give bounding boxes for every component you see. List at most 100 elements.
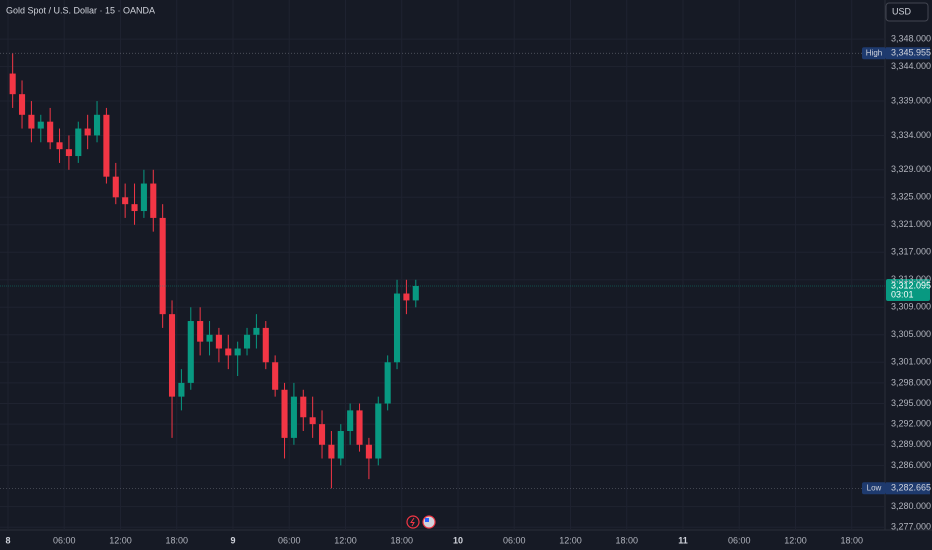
candle-body [84, 128, 91, 136]
candle-body [206, 334, 213, 342]
candle-body [131, 204, 138, 212]
candle-body [300, 396, 307, 418]
y-tick-label: 3,305.000 [891, 329, 931, 339]
event-icon-flag [425, 518, 429, 522]
candle-body [37, 121, 44, 129]
candle-body [328, 444, 335, 459]
y-tick-label: 3,348.000 [891, 34, 931, 44]
candle-body [234, 348, 241, 356]
candle-body [290, 396, 297, 438]
marker-value-tag [886, 482, 930, 495]
candle-body [318, 424, 326, 445]
price-countdown: 03:01 [891, 289, 914, 299]
x-tick-label: 12:00 [334, 535, 357, 545]
x-tick-label: 8 [5, 535, 10, 545]
marker-tag [862, 47, 886, 60]
y-tick-label: 3,313.000 [891, 274, 931, 284]
marker-value: 3,282.665 [891, 483, 931, 493]
candle-body [281, 389, 288, 438]
y-tick-label: 3,344.000 [891, 61, 931, 71]
symbol-title: Gold Spot / U.S. Dollar · 15 · OANDA [6, 5, 155, 15]
candle-body [365, 444, 372, 459]
x-tick-label: 06:00 [278, 535, 301, 545]
candles [9, 53, 419, 489]
candle-body [159, 217, 166, 315]
x-tick-label: 18:00 [840, 535, 863, 545]
y-tick-label: 3,298.000 [891, 377, 931, 387]
candle-body [197, 321, 204, 342]
x-tick-label: 06:00 [503, 535, 526, 545]
marker-value-tag [886, 47, 930, 60]
candle-body [75, 128, 82, 157]
candle-body [93, 114, 101, 136]
y-tick-label: 3,321.000 [891, 219, 931, 229]
candle-body [178, 382, 185, 397]
y-tick-label: 3,295.000 [891, 398, 931, 408]
candle-body [375, 403, 382, 459]
x-tick-label: 18:00 [165, 535, 188, 545]
candle-body [18, 94, 26, 115]
candle-body [347, 410, 354, 432]
candle-body [56, 142, 63, 150]
candle-body [112, 176, 119, 198]
candle-body [337, 431, 344, 459]
candle-body [168, 314, 176, 397]
candle-body [122, 197, 129, 205]
y-tick-label: 3,286.000 [891, 460, 931, 470]
candle-body [187, 321, 194, 383]
event-icons [406, 515, 436, 529]
x-tick-label: 12:00 [109, 535, 132, 545]
y-tick-label: 3,301.000 [891, 357, 931, 367]
x-tick-label: 06:00 [53, 535, 76, 545]
y-tick-label: 3,277.000 [891, 522, 931, 532]
y-tick-label: 3,289.000 [891, 439, 931, 449]
price-value: 3,312.095 [891, 280, 931, 290]
candle-body [150, 183, 157, 218]
candle-body [272, 362, 279, 390]
currency-label[interactable]: USD [892, 6, 912, 16]
x-tick-label: 18:00 [615, 535, 638, 545]
y-tick-label: 3,292.000 [891, 419, 931, 429]
x-tick-label: 11 [678, 535, 688, 545]
marker-label: Low [867, 483, 882, 492]
x-tick-label: 18:00 [390, 535, 413, 545]
candle-body [65, 149, 72, 157]
marker-tag [862, 482, 886, 495]
candle-body [403, 293, 410, 301]
candle-body [28, 114, 35, 129]
candle-body [140, 183, 147, 212]
x-tick-label: 9 [230, 535, 235, 545]
y-tick-label: 3,325.000 [891, 192, 931, 202]
event-icon-bolt [410, 517, 415, 527]
x-tick-label: 10 [453, 535, 463, 545]
y-tick-label: 3,280.000 [891, 501, 931, 511]
candle-body [356, 410, 363, 445]
marker-value: 3,345.955 [891, 48, 931, 58]
candle-body [243, 334, 251, 349]
y-tick-label: 3,317.000 [891, 247, 931, 257]
candle-body [215, 334, 222, 349]
y-tick-label: 3,309.000 [891, 302, 931, 312]
currency-button[interactable] [885, 2, 929, 22]
candle-body [253, 327, 260, 335]
x-tick-label: 12:00 [784, 535, 807, 545]
candle-body [225, 348, 232, 356]
candle-body [47, 121, 54, 143]
x-tick-label: 06:00 [728, 535, 751, 545]
candle-body [393, 293, 401, 363]
candle-body [103, 114, 110, 177]
y-tick-label: 3,329.000 [891, 164, 931, 174]
candle-body [309, 417, 316, 425]
candle-body [9, 73, 16, 95]
marker-label: High [866, 48, 882, 57]
y-tick-label: 3,339.000 [891, 95, 931, 105]
x-tick-label: 12:00 [559, 535, 582, 545]
grid [0, 0, 885, 530]
candle-body [412, 286, 419, 301]
price-tag [886, 279, 930, 302]
y-tick-label: 3,334.000 [891, 130, 931, 140]
candle-body [384, 362, 391, 404]
